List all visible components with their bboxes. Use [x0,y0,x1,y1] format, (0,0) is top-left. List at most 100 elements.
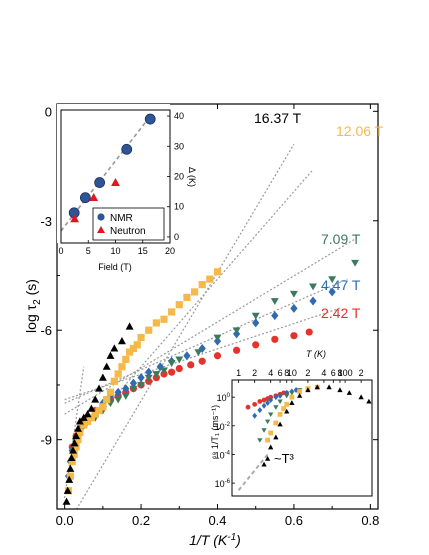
data-point [175,301,183,309]
data-point [133,341,141,349]
inset-b-point [284,393,290,399]
data-point [160,315,168,323]
data-point [98,373,107,381]
data-point [75,417,84,425]
inset-b-point [281,406,287,412]
inset-b-top-tick-label: 8 [284,368,289,378]
inset-b-y-tick-label: 10-6 [215,479,231,489]
inset-a-legend: NMR Neutron [92,207,165,241]
inset-b-point [273,434,279,440]
data-point [66,464,75,472]
inset-b-point [261,461,267,467]
data-point [126,348,134,356]
data-point [168,368,176,376]
data-point [66,472,74,480]
inset-b-point [273,405,279,410]
inset-a-point-neutron [70,214,80,223]
field-label-7-09: 7.09 T [321,231,361,247]
data-point [351,259,360,267]
data-point [305,328,313,336]
data-point [110,344,119,352]
data-point [91,395,100,403]
inset-a-y-tick-label: 40 [174,111,184,121]
data-point [87,414,95,422]
data-point [74,436,82,444]
inset-b-x-title: T (K) [306,349,326,359]
inset-b-point [346,390,352,395]
data-point [328,276,337,284]
inset-b-point [265,437,271,443]
inset-a-y-tick-label: 30 [174,141,184,151]
data-point [187,361,195,369]
data-point [190,288,199,296]
field-label-4-47: 4.47 T [321,277,361,293]
data-point [129,378,138,388]
inset-a-y-title: Δ (K) [187,167,197,187]
data-point [206,275,214,283]
data-point [87,404,96,412]
inset-b-data-points [245,384,372,467]
data-point [95,406,103,415]
fit-lines [64,143,356,509]
inset-b-point [297,392,303,398]
fit-line-0 [75,143,295,509]
inset-b-top-tick-label: 1 [236,368,241,378]
data-point [129,385,138,393]
y-axis-title: log τ2 (s) [23,279,43,333]
inset-b-point [264,419,271,425]
data-point [69,446,78,454]
inset-a-x-tick-label: 10 [110,246,120,256]
inset-b-point [264,456,271,461]
data-point [70,450,78,458]
inset-b-point [277,421,283,427]
inset-b-top-tick-label: 2 [305,368,310,378]
inset-b-point [284,408,290,414]
data-point [80,421,88,429]
inset-a-x-tick-label: 0 [58,246,63,256]
inset-b-point [268,444,274,450]
inset-b-point [273,394,279,401]
inset-b-point [268,430,274,436]
legend-box [92,207,165,241]
data-point [83,409,92,418]
data-point [160,367,168,375]
y-tick-label: -6 [40,323,52,338]
y-tick-label: -3 [40,214,52,229]
inset-b-point [358,394,364,400]
field-label-12-06: 12.06 T [336,123,384,139]
inset-b-point [277,399,283,405]
inset-b-point [284,401,290,407]
inset-b-point [245,404,251,410]
data-point [309,283,317,291]
data-point [145,326,153,334]
inset-b-y-tick-label: 10-4 [215,450,231,460]
data-point [152,371,161,378]
fit-line-4 [64,307,340,401]
data-point [232,327,241,335]
data-point [194,349,203,357]
data-point [106,391,115,401]
data-point [270,298,279,305]
data-point [114,370,122,378]
data-point [145,367,153,377]
data-point [328,287,336,297]
inset-b-point [252,401,258,407]
inset-a-point-nmr [144,113,156,125]
data-point [106,388,115,396]
inset-a-data-points [68,113,156,223]
inset-b-point [268,412,274,418]
data-point [129,344,138,353]
inset-b-point [257,438,263,443]
main-axis-ticks: 0.0 0.2 0.4 0.6 0.8 0 -3 -6 -9 [40,104,379,528]
data-point [83,417,92,426]
x-tick-label: 0.6 [285,513,303,528]
inset-b-top-tick-label: 10 [287,368,297,378]
x-axis-title: 1/T (K-1) [189,532,241,548]
inset-a-point-nmr [79,192,91,204]
data-point [144,374,153,382]
inset-a-point-nmr [121,143,133,155]
inset-b-point [326,384,332,390]
inset-b-point [277,392,283,399]
